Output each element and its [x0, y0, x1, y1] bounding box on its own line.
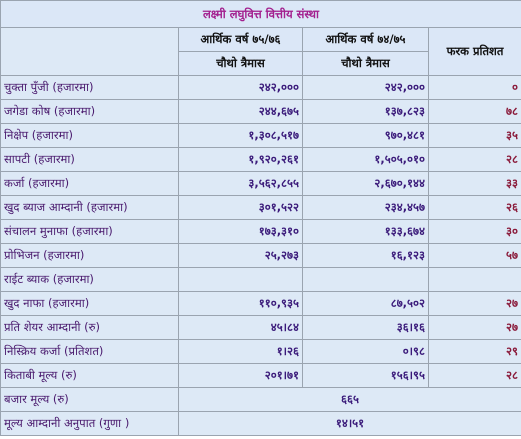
header: आर्थिक वर्ष ७४/७५ [302, 27, 429, 52]
value-cell: २७ [427, 315, 521, 340]
row-label: प्रति शेयर आम्दानी (रु) [0, 315, 179, 340]
value-cell: ३३ [427, 171, 521, 196]
row-label: खुद ब्याज आम्दानी (हजारमा) [0, 195, 179, 220]
value-cell: ३० [427, 219, 521, 244]
table-row: संचालन मुनाफा (हजारमा) १७३,३१० १३३,६७४ ३० [0, 219, 521, 244]
table-row: प्रति शेयर आम्दानी (रु) ४५।८४ ३६।१६ २७ [0, 315, 521, 340]
value-cell: ०।९८ [302, 339, 429, 364]
value-cell: ४५।८४ [178, 315, 303, 340]
subheader: चौथो त्रैमास [178, 51, 303, 76]
empty-cell [302, 267, 429, 292]
value-cell: ५७ [427, 243, 521, 268]
value-cell: २६ [427, 195, 521, 220]
value-cell: २४४,६७५ [178, 99, 303, 124]
table-row: निस्क्रिय कर्जा (प्रतिशत) १।२६ ०।९८ २९ [0, 339, 521, 364]
table-row: राईट ब्याक (हजारमा) [0, 267, 521, 292]
value-cell: १,३०८,५१७ [178, 123, 303, 148]
value-cell: १३७,८२३ [302, 99, 429, 124]
row-label: कर्जा (हजारमा) [0, 171, 179, 196]
value-cell: ० [427, 75, 521, 100]
value-cell: ८७,५०२ [302, 291, 429, 316]
header-blank [0, 27, 179, 76]
value-cell: १६,१२३ [302, 243, 429, 268]
table-row: सापटी (हजारमा) १,९२०,२६१ १,५०५,०१० २८ [0, 147, 521, 172]
value-cell: १।२६ [178, 339, 303, 364]
table-row: खुद नाफा (हजारमा) ११०,९३५ ८७,५०२ २७ [0, 291, 521, 316]
row-label: राईट ब्याक (हजारमा) [0, 267, 179, 292]
value-cell: २०१।७१ [178, 363, 303, 388]
value-cell: २४२,००० [178, 75, 303, 100]
empty-cell [178, 267, 303, 292]
value-cell: ६६५ [177, 387, 521, 412]
table-row: मूल्य आम्दानी अनुपात (गुणा ) १४।५१ [0, 411, 521, 436]
table-row: प्रोभिजन (हजारमा) २५,२७३ १६,१२३ ५७ [0, 243, 521, 268]
table-row: कर्जा (हजारमा) ३,५६२,८५५ २,६७०,१४४ ३३ [0, 171, 521, 196]
row-label: किताबी मूल्य (रु) [0, 363, 179, 388]
value-cell: २५,२७३ [178, 243, 303, 268]
header: फरक प्रतिशत [427, 27, 521, 76]
table-row: खुद ब्याज आम्दानी (हजारमा) ३०१,५२२ २३४,४५७… [0, 195, 521, 220]
table-body: चुक्ता पुँजी (हजारमा) २४२,००० २४२,००० ० जगेड… [0, 75, 521, 436]
table-row: किताबी मूल्य (रु) २०१।७१ १५६।९५ २८ [0, 363, 521, 388]
value-cell: १४।५१ [177, 411, 521, 436]
value-cell: ११०,९३५ [178, 291, 303, 316]
row-label: संचालन मुनाफा (हजारमा) [0, 219, 179, 244]
value-cell: २८ [427, 363, 521, 388]
value-cell: २३४,४५७ [302, 195, 429, 220]
value-cell: १७३,३१० [178, 219, 303, 244]
row-label: निस्क्रिय कर्जा (प्रतिशत) [0, 339, 179, 364]
row-label: मूल्य आम्दानी अनुपात (गुणा ) [0, 411, 179, 436]
header: आर्थिक वर्ष ७५/७६ [178, 27, 303, 52]
value-cell: ७८ [427, 99, 521, 124]
value-cell: १५६।९५ [302, 363, 429, 388]
value-cell: २,६७०,१४४ [302, 171, 429, 196]
row-label: सापटी (हजारमा) [0, 147, 179, 172]
value-cell: ३६।१६ [302, 315, 429, 340]
row-label: चुक्ता पुँजी (हजारमा) [0, 75, 179, 100]
value-cell: २८ [427, 147, 521, 172]
table-title: लक्ष्मी लघुवित्त वित्तीय संस्था [0, 0, 521, 28]
value-cell: १,५०५,०१० [302, 147, 429, 172]
row-label: खुद नाफा (हजारमा) [0, 291, 179, 316]
value-cell: २४२,००० [302, 75, 429, 100]
table-row: चुक्ता पुँजी (हजारमा) २४२,००० २४२,००० ० [0, 75, 521, 100]
value-cell: ३०१,५२२ [178, 195, 303, 220]
row-label: प्रोभिजन (हजारमा) [0, 243, 179, 268]
empty-cell [427, 267, 521, 292]
row-label: जगेडा कोष (हजारमा) [0, 99, 179, 124]
table-row: जगेडा कोष (हजारमा) २४४,६७५ १३७,८२३ ७८ [0, 99, 521, 124]
table-row: बजार मूल्य (रु) ६६५ [0, 387, 521, 412]
row-label: निक्षेप (हजारमा) [0, 123, 179, 148]
value-cell: ३,५६२,८५५ [178, 171, 303, 196]
row-label: बजार मूल्य (रु) [0, 387, 179, 412]
value-cell: २९ [427, 339, 521, 364]
value-cell: १३३,६७४ [302, 219, 429, 244]
table-row: निक्षेप (हजारमा) १,३०८,५१७ ९७०,४८१ ३५ [0, 123, 521, 148]
value-cell: ३५ [427, 123, 521, 148]
subheader: चौथो त्रैमास [302, 51, 429, 76]
value-cell: १,९२०,२६१ [178, 147, 303, 172]
value-cell: २७ [427, 291, 521, 316]
value-cell: ९७०,४८१ [302, 123, 429, 148]
